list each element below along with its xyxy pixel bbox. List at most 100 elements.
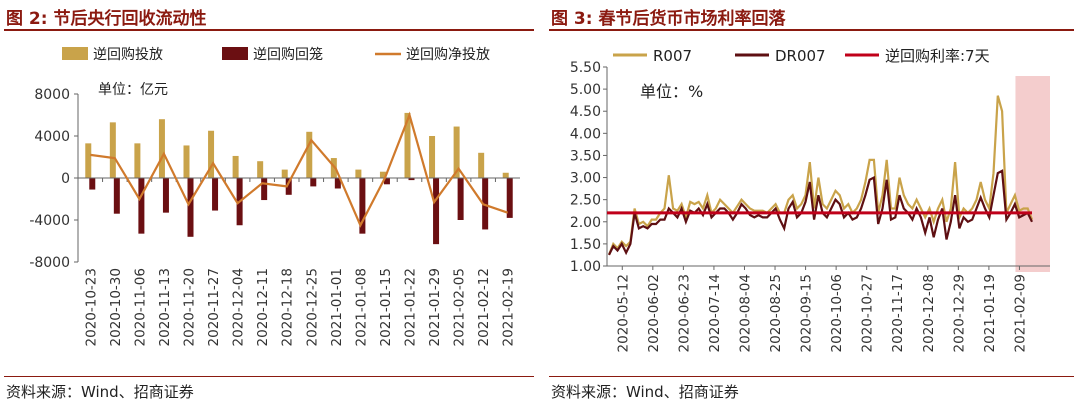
bar-injection [453,126,460,178]
x-tick-label: 2021-02-12 [476,268,492,346]
y-tick-label: 4.50 [570,104,601,120]
bar-injection [404,112,411,178]
y-tick-label: 4000 [34,129,70,145]
x-tick-label: 2020-06-02 [646,274,662,352]
bar-maturity [138,178,145,234]
legend-label: R007 [653,47,692,65]
y-tick-label: 5.00 [570,82,601,98]
unit-label: 单位：亿元 [98,82,168,98]
x-tick-label: 2020-12-04 [231,268,247,346]
x-tick-label: 2021-01-15 [378,268,394,346]
x-tick-label: 2020-11-06 [132,268,148,346]
x-tick-label: 2020-11-13 [157,268,173,346]
figure-2-panel: 图 2: 节后央行回收流动性 8000 4000 0 -4000 -8000 2020-1… [4,9,534,401]
x-tick-label: 2020-10-06 [829,274,845,352]
x-tick-label: 2021-02-09 [1012,274,1028,352]
legend-label: 逆回购投放 [93,47,163,63]
x-tick-label: 2020-10-27 [860,274,876,352]
y-tick-label: -4000 [29,213,70,229]
source-note: 资料来源：Wind、招商证券 [551,383,739,401]
figure-title: 图 2: 节后央行回收流动性 [6,9,207,29]
bar-maturity [334,178,341,189]
bar-injection [379,171,386,178]
bar-maturity [506,178,513,218]
bar-injection [330,158,337,178]
money-market-rate-line-chart: 5.50 5.00 4.50 4.00 3.50 3.00 2.50 2.00 1.50 1.00… [570,47,1050,352]
x-tick-label: 2020-06-23 [676,274,692,352]
title-rule [549,29,1074,31]
net-injection-line [90,111,509,228]
legend-swatch [62,47,88,60]
figure-3-panel: 图 3: 春节后货币市场利率回落 5.50 5.00 4.50 4.00 3.50 3.0… [545,0,1080,409]
x-tick-label: 2020-12-11 [255,268,271,346]
y-tick-label: -8000 [29,255,70,271]
source-note: 资料来源：Wind、招商证券 [6,383,194,401]
source-rule [549,376,1074,377]
x-tick-label: 2021-01-01 [329,268,345,346]
legend-label: DR007 [775,47,826,65]
bar-injection [257,161,264,178]
bar-injection [355,169,362,178]
source-rule [4,376,534,377]
bar-maturity [408,178,415,181]
y-tick-label: 5.50 [570,60,601,76]
legend-label: 逆回购回笼 [253,46,323,63]
r007-line [607,95,1034,256]
bar-maturity [482,178,489,230]
bar-maturity [310,178,317,187]
bar-injection [158,119,165,178]
x-tick-label: 2020-10-30 [108,268,124,346]
y-tick-label: 1.50 [570,237,601,253]
x-tick-label: 2020-10-23 [83,268,99,346]
legend-label: 逆回购净投放 [406,47,490,63]
x-tick-label: 2020-07-14 [707,274,723,352]
bar-injection [281,169,288,178]
x-tick-label: 2020-05-12 [615,274,631,352]
x-tick-label: 2021-02-19 [501,268,517,346]
x-tick-label: 2020-12-08 [921,274,937,352]
bar-maturity [89,178,96,190]
x-tick-label: 2020-09-15 [799,274,815,352]
bar-injection [502,172,509,178]
x-tick-label: 2020-11-17 [890,274,906,352]
x-tick-label: 2020-08-25 [768,274,784,352]
y-tick-label: 3.50 [570,148,601,164]
post-holiday-highlight [1015,76,1050,272]
unit-label: 单位：% [640,82,703,101]
bar-maturity [162,178,169,213]
bar-maturity [113,178,120,214]
x-tick-label: 2020-12-25 [304,268,320,346]
x-tick-label: 2021-01-08 [353,268,369,346]
y-tick-label: 8000 [34,87,70,103]
y-tick-label: 4.00 [570,126,601,142]
x-tick-label: 2021-02-05 [452,268,468,346]
bar-maturity [261,178,268,201]
bar-maturity [187,178,194,237]
title-rule [4,29,534,31]
y-tick-label: 3.00 [570,171,601,187]
bar-injection [208,130,215,178]
bar-maturity [285,178,292,195]
bar-injection [183,145,190,178]
bar-injection [109,122,116,178]
x-tick-label: 2020-11-20 [182,268,198,346]
x-tick-label: 2020-08-04 [737,274,753,352]
y-tick-label: 2.00 [570,215,601,231]
y-tick-label: 1.00 [570,259,601,275]
bar-maturity [433,178,440,245]
bar-injection [478,152,485,178]
legend-label: 逆回购利率:7天 [885,47,990,65]
x-tick-label: 2021-01-22 [403,268,419,346]
bar-injection [85,143,92,178]
x-tick-label: 2020-12-18 [280,268,296,346]
bar-injection [232,155,239,178]
bar-injection [134,143,141,178]
x-tick-label: 2020-11-27 [206,268,222,346]
legend-swatch [222,47,248,60]
reverse-repo-bar-chart: 8000 4000 0 -4000 -8000 2020-10-23 2020-10-30 2… [29,46,520,346]
y-tick-label: 2.50 [570,193,601,209]
bar-injection [429,136,436,178]
bar-injection [306,131,313,178]
bar-maturity [359,178,366,234]
figure-title: 图 3: 春节后货币市场利率回落 [551,9,786,29]
